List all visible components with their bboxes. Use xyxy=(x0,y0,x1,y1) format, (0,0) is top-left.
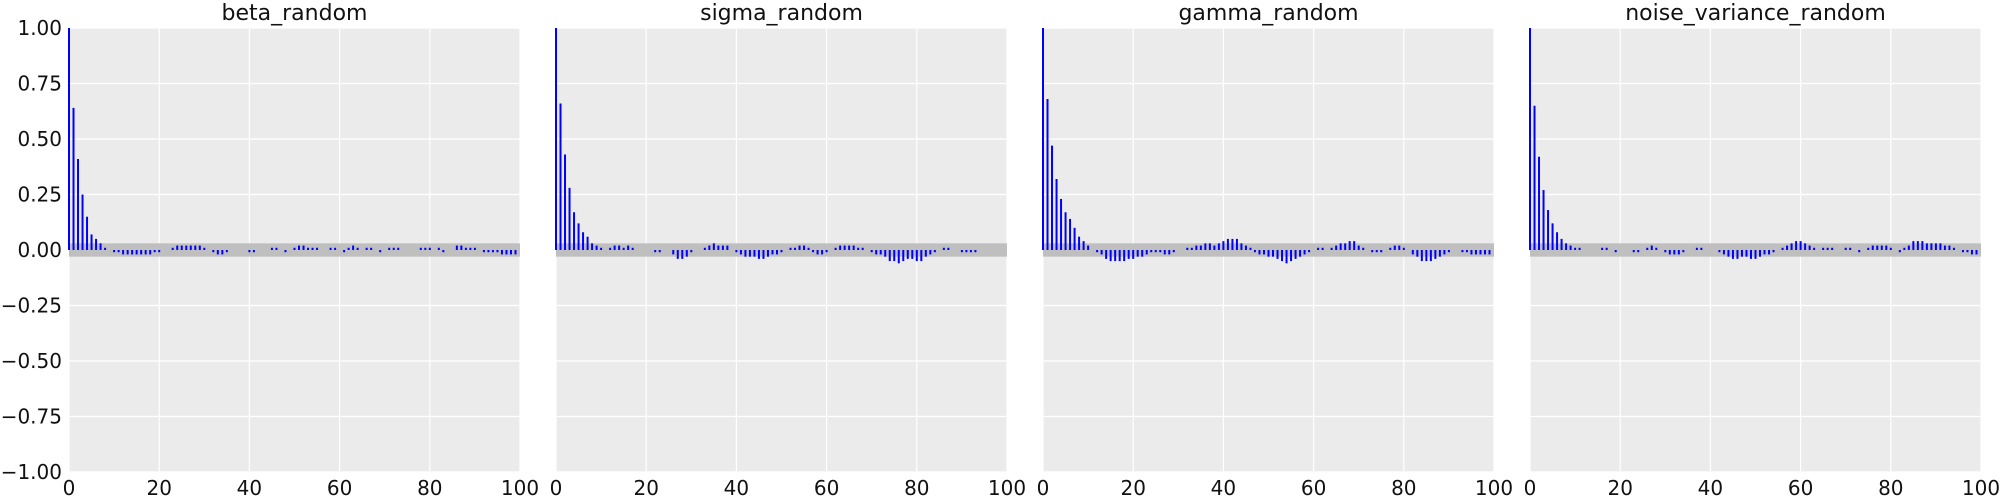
x-tick-label: 80 xyxy=(1878,476,1903,500)
y-tick-label: −0.25 xyxy=(1,294,62,318)
y-tick-label: −0.50 xyxy=(1,349,62,373)
y-tick-label: 0.25 xyxy=(17,183,62,207)
y-tick-label: 1.00 xyxy=(17,16,62,40)
x-tick-label: 20 xyxy=(146,476,171,500)
x-tick-label: 60 xyxy=(1301,476,1326,500)
x-tick-label: 0 xyxy=(1037,476,1050,500)
x-tick-label: 80 xyxy=(417,476,442,500)
acf-panel: gamma_random 0 20 40 60 80 100 xyxy=(1037,1,1513,500)
y-tick-label: 0.75 xyxy=(17,72,62,96)
x-tick-label: 20 xyxy=(1607,476,1632,500)
panel-title: noise_variance_random xyxy=(1625,1,1886,26)
y-tick-label: 0.50 xyxy=(17,127,62,151)
x-tick-label: 60 xyxy=(327,476,352,500)
acf-panel: noise_variance_random 0 20 40 60 80 100 xyxy=(1524,1,2000,500)
y-tick-label: 0.00 xyxy=(17,238,62,262)
x-tick-label: 100 xyxy=(1962,476,2000,500)
x-tick-label: 20 xyxy=(633,476,658,500)
x-tick-label: 20 xyxy=(1120,476,1145,500)
acf-panels: beta_random 0 20 40 60 80 100 sigma_random 0 20 40… xyxy=(63,1,2000,500)
x-tick-label: 40 xyxy=(237,476,262,500)
y-axis-tick-labels: 1.00 0.75 0.50 0.25 0.00 −0.25 −0.50 −0.75 −1.00 xyxy=(1,16,62,484)
x-tick-label: 40 xyxy=(1211,476,1236,500)
panel-title: sigma_random xyxy=(700,1,863,26)
acf-panel: sigma_random 0 20 40 60 80 100 xyxy=(550,1,1026,500)
x-tick-label: 40 xyxy=(724,476,749,500)
x-tick-label: 100 xyxy=(988,476,1026,500)
x-tick-label: 80 xyxy=(1391,476,1416,500)
y-tick-label: −0.75 xyxy=(1,405,62,429)
x-tick-label: 0 xyxy=(63,476,76,500)
x-tick-label: 60 xyxy=(814,476,839,500)
x-tick-label: 100 xyxy=(1475,476,1513,500)
x-tick-label: 40 xyxy=(1698,476,1723,500)
x-tick-label: 80 xyxy=(904,476,929,500)
y-tick-label: −1.00 xyxy=(1,460,62,484)
x-tick-label: 0 xyxy=(1524,476,1537,500)
x-tick-label: 0 xyxy=(550,476,563,500)
acf-panel: beta_random 0 20 40 60 80 100 xyxy=(63,1,539,500)
x-tick-label: 60 xyxy=(1788,476,1813,500)
panel-title: beta_random xyxy=(222,1,368,26)
panel-title: gamma_random xyxy=(1178,1,1358,26)
x-tick-label: 100 xyxy=(501,476,539,500)
